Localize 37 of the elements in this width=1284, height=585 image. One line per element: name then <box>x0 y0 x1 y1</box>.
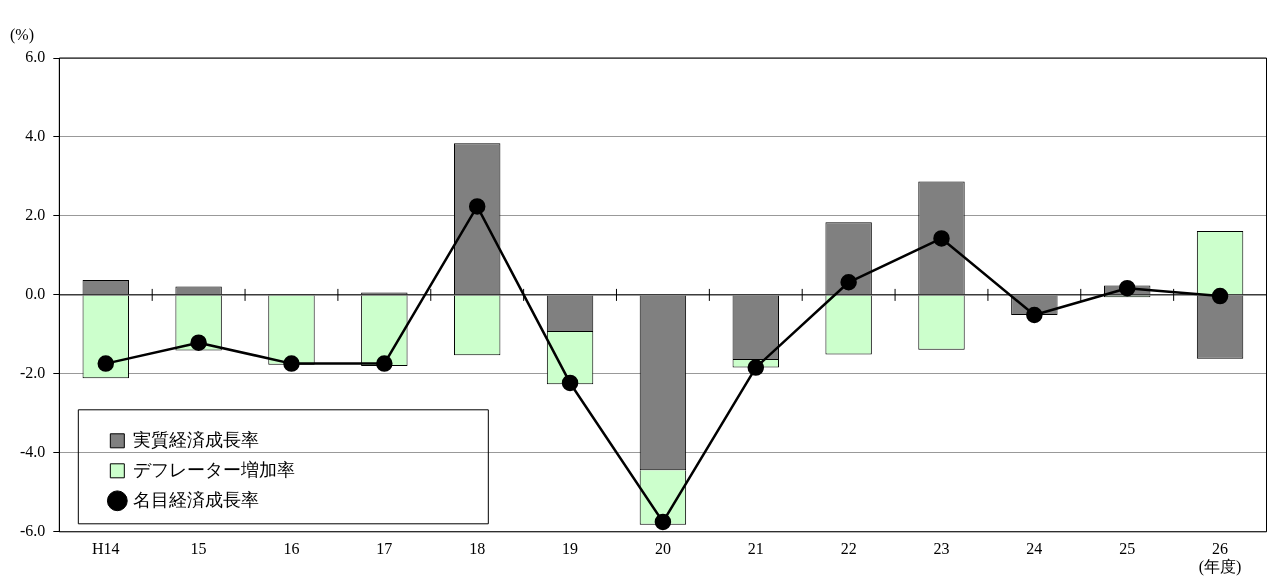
point <box>561 374 579 392</box>
y-tick-label: -2.0 <box>20 364 46 382</box>
x-tick-label: 18 <box>469 539 486 557</box>
x-tick-label: 21 <box>747 539 764 557</box>
y-axis-title: (%) <box>10 26 34 45</box>
y-tick-label: 6.0 <box>25 48 46 66</box>
point <box>283 355 300 372</box>
y-tick-label: -4.0 <box>20 443 46 461</box>
point <box>654 513 672 531</box>
x-tick-label: 16 <box>283 539 300 557</box>
point <box>97 355 115 372</box>
x-tick-label: 22 <box>840 539 857 557</box>
point <box>933 230 950 247</box>
y-tick-label: 2.0 <box>25 206 46 224</box>
point <box>468 198 486 215</box>
point <box>840 274 857 291</box>
x-tick-label: 23 <box>933 539 950 557</box>
y-tick-label: 4.0 <box>25 127 46 145</box>
legend-label: 実質経済成長率 <box>133 429 260 450</box>
point <box>376 355 393 372</box>
x-tick-label: 20 <box>654 539 671 557</box>
x-tick-label: 26 <box>1212 539 1229 557</box>
point <box>190 334 207 351</box>
legend-label: 名目経済成長率 <box>133 489 260 510</box>
x-axis-title: (年度) <box>1198 558 1242 576</box>
y-tick-label: -6.0 <box>20 522 46 539</box>
point <box>1026 306 1043 324</box>
point <box>747 359 765 376</box>
x-tick-label: 15 <box>190 539 207 557</box>
x-tick-label: 17 <box>376 539 393 557</box>
x-tick-label: H14 <box>91 539 120 557</box>
point <box>1118 279 1136 297</box>
legend-label: デフレーター増加率 <box>133 459 296 480</box>
x-tick-label: 24 <box>1026 539 1043 557</box>
y-tick-label: 0.0 <box>25 285 46 303</box>
x-tick-label: 19 <box>562 539 579 557</box>
x-tick-label: 25 <box>1119 539 1136 557</box>
